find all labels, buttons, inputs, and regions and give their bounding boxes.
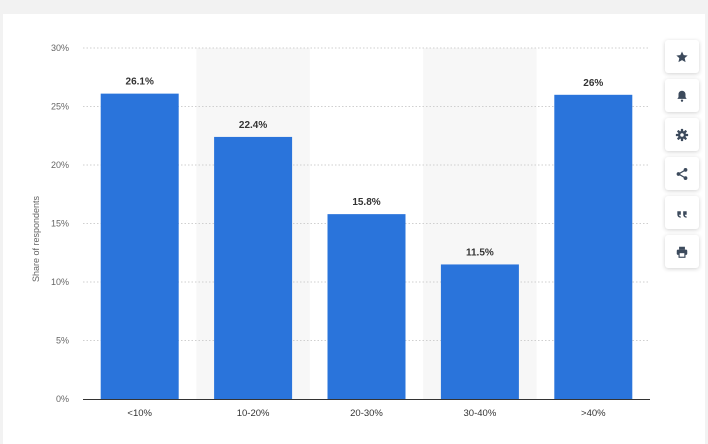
share-button[interactable] bbox=[665, 157, 699, 190]
data-labels: 26.1% 22.4% 15.8% 11.5% 26% bbox=[126, 77, 604, 259]
favorite-button[interactable] bbox=[665, 40, 699, 73]
star-icon bbox=[676, 50, 688, 62]
y-tick-label: 30% bbox=[51, 43, 69, 53]
settings-button[interactable] bbox=[665, 118, 699, 151]
bar[interactable] bbox=[100, 93, 179, 399]
data-label: 26.1% bbox=[126, 77, 154, 88]
bell-icon bbox=[677, 90, 687, 102]
y-tick-label: 20% bbox=[51, 160, 69, 170]
y-tick-label: 15% bbox=[51, 219, 69, 229]
cite-button[interactable] bbox=[665, 196, 699, 229]
y-tick-label: 5% bbox=[56, 336, 69, 346]
print-button[interactable] bbox=[665, 235, 699, 268]
chart-card: 0% 5% 10% 15% 20% 25% 30% Share of respondents… bbox=[3, 14, 705, 444]
share-icon bbox=[676, 167, 688, 180]
bar[interactable] bbox=[214, 136, 293, 400]
bar[interactable] bbox=[440, 264, 519, 399]
data-label: 11.5% bbox=[466, 247, 494, 258]
quote-icon bbox=[677, 210, 687, 218]
x-tick-label: 10-20% bbox=[237, 408, 270, 419]
x-tick-label: >40% bbox=[581, 408, 606, 419]
y-tick-label: 10% bbox=[51, 277, 69, 287]
x-tick-label: 20-30% bbox=[350, 408, 383, 419]
data-label: 22.4% bbox=[239, 120, 267, 131]
notification-button[interactable] bbox=[665, 79, 699, 112]
y-axis-label: Share of respondents bbox=[31, 195, 41, 282]
bar[interactable] bbox=[554, 94, 633, 400]
chart-toolbar bbox=[665, 40, 699, 274]
y-tick-label: 25% bbox=[51, 102, 69, 112]
y-tick-label: 0% bbox=[56, 394, 69, 404]
bars bbox=[100, 93, 633, 400]
bar-chart: 0% 5% 10% 15% 20% 25% 30% Share of respondents… bbox=[31, 43, 650, 419]
data-label: 15.8% bbox=[352, 197, 380, 208]
y-tick-labels: 0% 5% 10% 15% 20% 25% 30% bbox=[51, 43, 69, 404]
gear-icon bbox=[675, 128, 689, 141]
x-tick-label: <10% bbox=[127, 408, 152, 419]
x-tick-labels: <10% 10-20% 20-30% 30-40% >40% bbox=[127, 408, 606, 419]
data-label: 26% bbox=[583, 78, 603, 89]
print-icon bbox=[676, 246, 688, 258]
bar[interactable] bbox=[327, 214, 406, 399]
x-tick-label: 30-40% bbox=[464, 408, 497, 419]
